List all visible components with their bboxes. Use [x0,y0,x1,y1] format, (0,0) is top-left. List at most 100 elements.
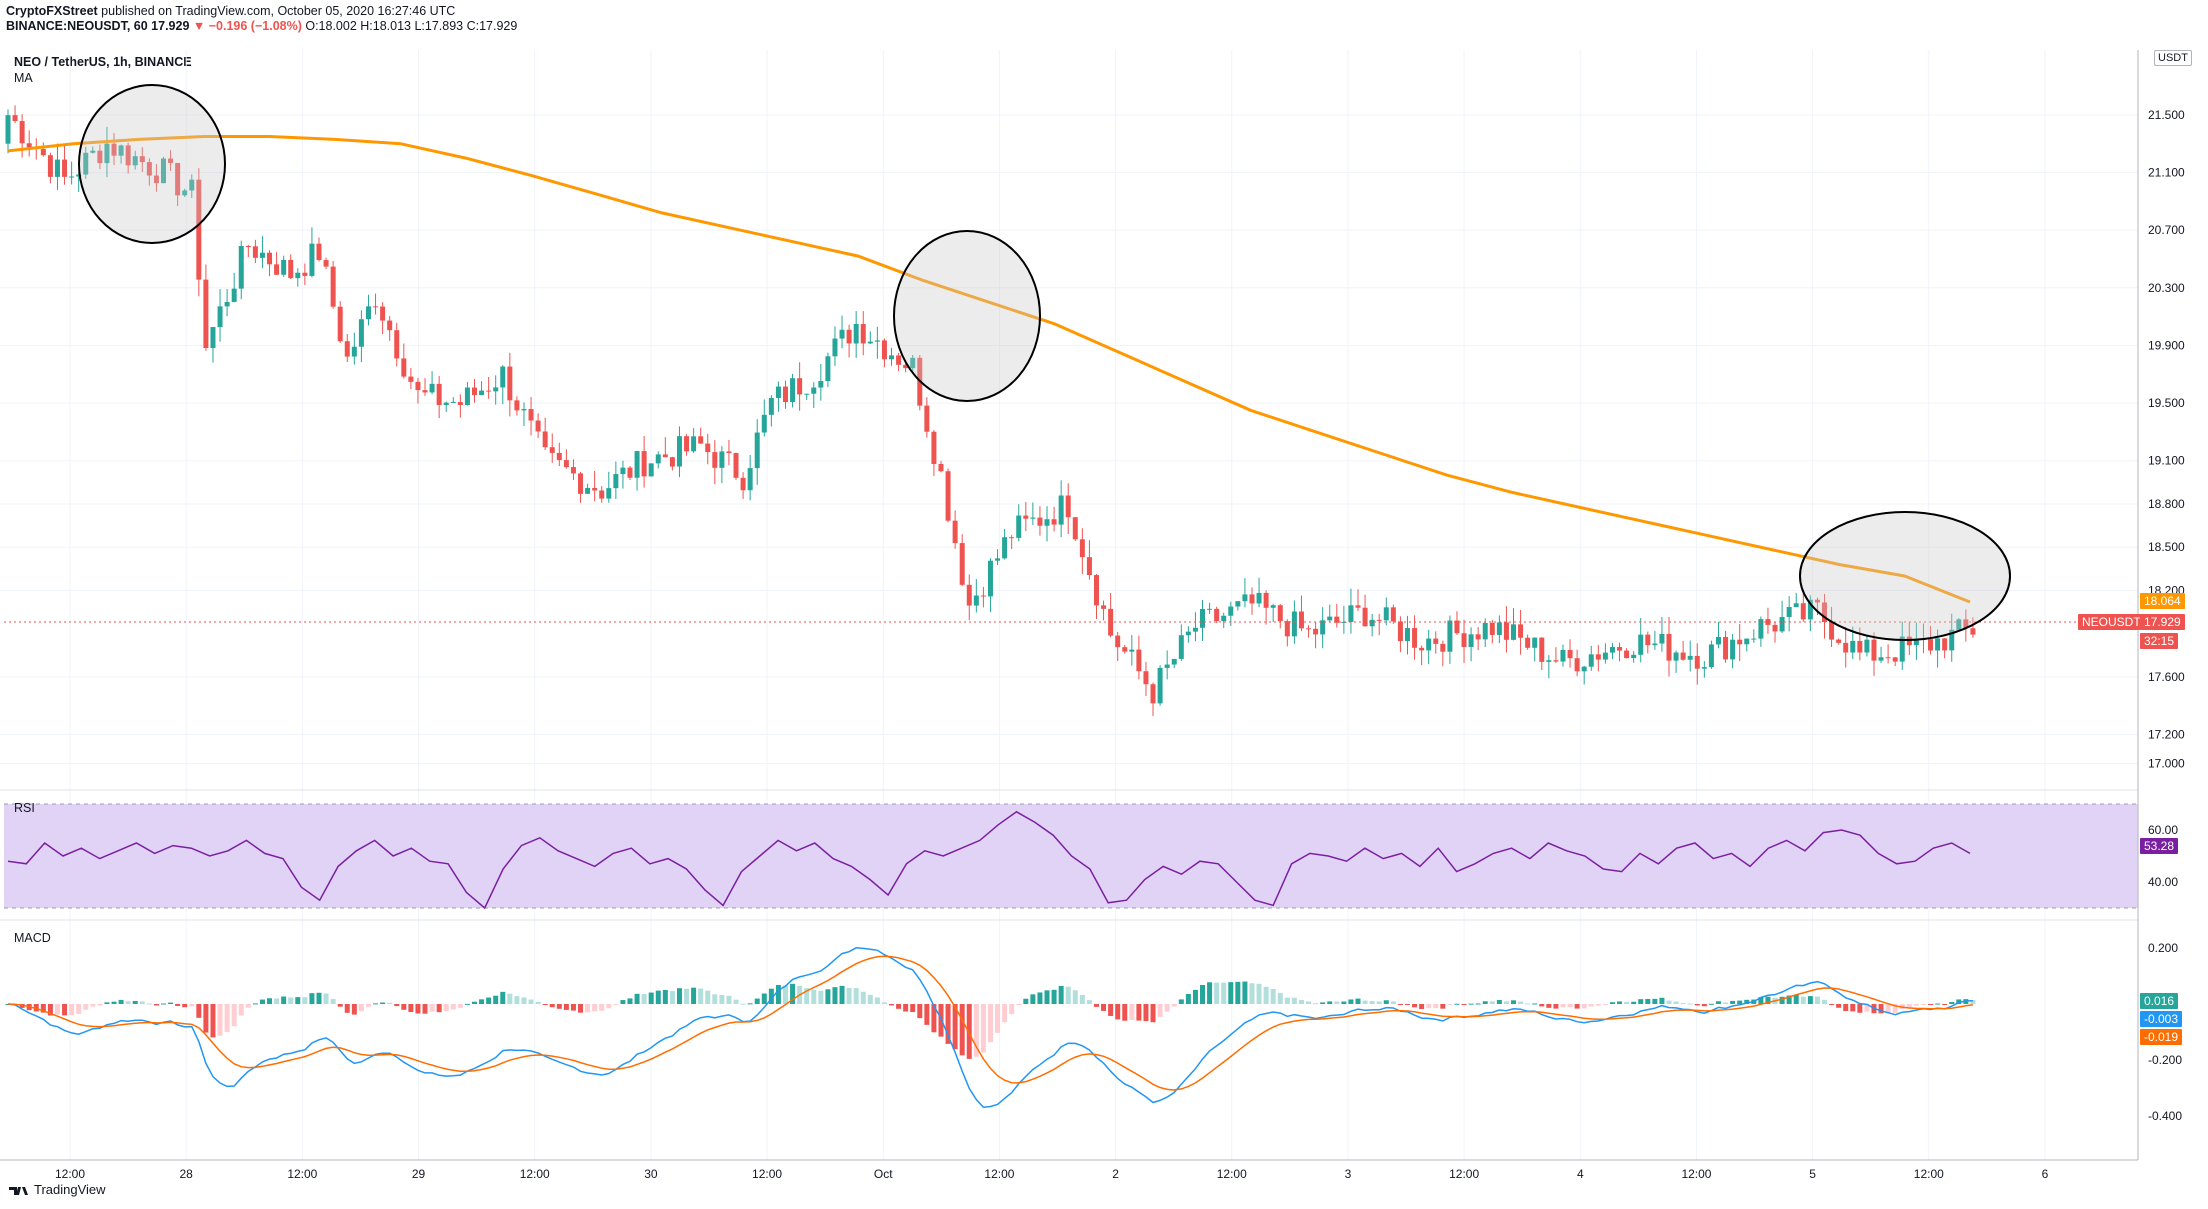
macd-histogram-bar [1624,1001,1630,1004]
macd-histogram-bar [408,1004,414,1013]
candle-body [464,387,470,406]
macd-histogram-bar [1906,1004,1912,1008]
candle-body [1150,684,1156,704]
macd-histogram-bar [1920,1004,1926,1005]
macd-histogram-bar [1715,1001,1721,1004]
candle-body [1829,622,1835,640]
macd-histogram-bar [1574,1004,1580,1009]
macd-histogram-bar [1178,999,1184,1004]
candle-body [1263,592,1269,608]
macd-histogram-bar [1037,992,1043,1004]
candle-body [903,364,909,369]
macd-histogram-bar [1249,983,1255,1004]
signal-value-tag: -0.019 [2140,1029,2183,1045]
candle-body [182,190,188,196]
macd-histogram-bar [1058,986,1064,1004]
macd-histogram-bar [931,1004,937,1033]
candle-body [691,436,697,452]
macd-histogram-bar [973,1004,979,1057]
candle-body [655,454,661,464]
publish-header: CryptoFXStreet published on TradingView.… [6,4,517,34]
macd-histogram-bar [1829,1004,1835,1005]
candle-body [1334,616,1340,623]
footer-branding[interactable]: TradingView [8,1182,106,1197]
macd-histogram-bar [1030,994,1036,1004]
candle-body [1744,638,1750,645]
macd-histogram-bar [1221,982,1227,1004]
macd-histogram-bar [1730,1000,1736,1004]
macd-histogram-bar [987,1004,993,1043]
time-tick-label: 12:00 [55,1167,85,1181]
candle-body [97,150,103,164]
macd-histogram-bar [337,1004,343,1007]
candle-body [592,487,598,491]
annotation-circle-2 [893,230,1041,402]
macd-histogram-bar [33,1004,39,1012]
time-tick-label: 12:00 [1681,1167,1711,1181]
candle-body [1313,628,1319,635]
macd-histogram-bar [373,1003,379,1005]
candle-body [1298,611,1304,629]
macd-histogram-bar [1518,1001,1524,1004]
candle-body [1044,519,1050,526]
macd-histogram-bar [712,994,718,1004]
candle-body [1617,647,1623,651]
macd-histogram-bar [1482,1001,1488,1004]
candle-body [5,115,11,144]
candle-body [995,558,1001,561]
macd-histogram-bar [224,1004,230,1033]
price-tick-label: 17.000 [2148,756,2185,770]
currency-label[interactable]: USDT [2154,50,2192,66]
macd-histogram-bar [1122,1004,1128,1021]
candle-body [1666,633,1672,661]
candle-body [1242,594,1248,602]
macd-histogram-bar [54,1004,60,1015]
macd-histogram-bar [125,1001,131,1004]
macd-histogram-bar [274,998,280,1004]
macd-histogram-bar [76,1004,82,1014]
macd-histogram-bar [1489,1001,1495,1004]
candle-body [1935,638,1941,651]
macd-histogram-bar [1468,1003,1474,1005]
macd-histogram-bar [486,997,492,1004]
candle-body [401,358,407,377]
macd-histogram-bar [1397,1004,1403,1005]
tradingview-logo-icon [8,1184,28,1196]
price-tick-label: 18.800 [2148,497,2185,511]
macd-histogram-bar [1263,986,1269,1004]
macd-histogram-bar [1412,1004,1418,1008]
macd-histogram-bar [1885,1004,1891,1013]
macd-histogram-bar [754,998,760,1004]
macd-histogram-bar [528,999,534,1004]
rsi-tick-label: 60.00 [2148,823,2178,837]
macd-histogram-bar [811,989,817,1004]
candle-body [337,306,343,342]
macd-histogram-bar [1850,1004,1856,1012]
macd-histogram-bar [330,999,336,1004]
time-tick-label: 12:00 [752,1167,782,1181]
candle-body [1016,515,1022,538]
candle-body [811,387,817,394]
candle-body [1270,605,1276,608]
candle-body [139,156,145,163]
macd-histogram-bar [648,992,654,1004]
time-tick-label: 28 [179,1167,193,1181]
candle-body [1609,647,1615,653]
candle-body [1362,607,1368,627]
candle-body [422,390,428,393]
candle-body [415,381,421,391]
candle-body [358,319,364,347]
candle-body [1730,639,1736,660]
candle-body [479,390,485,396]
candle-body [542,431,548,448]
macd-histogram-bar [761,993,767,1004]
candle-body [1496,622,1502,635]
candle-body [1807,599,1813,620]
macd-histogram-bar [1404,1004,1410,1005]
candle-body [217,306,223,328]
candle-body [528,409,534,421]
macd-histogram-bar [1192,989,1198,1004]
price-tick-label: 17.200 [2148,728,2185,742]
macd-histogram-bar [507,993,513,1004]
